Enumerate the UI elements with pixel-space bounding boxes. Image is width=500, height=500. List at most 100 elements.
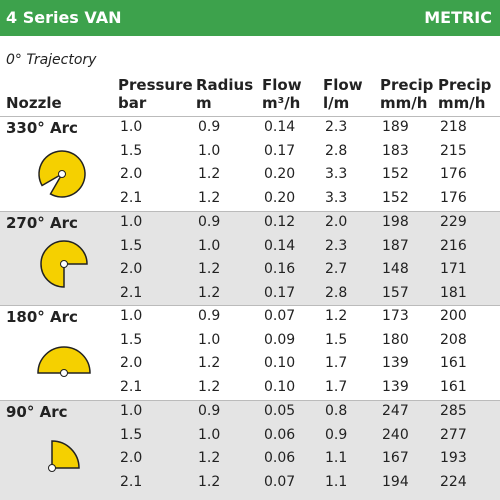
cell: 1.0 bbox=[198, 331, 221, 348]
cell: 1.2 bbox=[198, 189, 221, 206]
column-header: Precip bbox=[380, 76, 434, 94]
arc-icon bbox=[51, 440, 80, 469]
cell: 240 bbox=[382, 426, 409, 443]
cell: 1.0 bbox=[198, 426, 221, 443]
column-header: Pressure bbox=[118, 76, 193, 94]
cell: 1.5 bbox=[120, 237, 143, 254]
cell: 2.0 bbox=[120, 166, 143, 183]
column-unit: bar bbox=[118, 94, 147, 112]
cell: 0.9 bbox=[198, 214, 221, 230]
cell: 176 bbox=[440, 189, 467, 206]
cell: 1.1 bbox=[325, 473, 348, 490]
cell: 198 bbox=[382, 214, 409, 230]
cell: 0.9 bbox=[198, 119, 221, 135]
nozzle-arc: 270° Arc bbox=[6, 214, 78, 232]
cell: 0.20 bbox=[264, 166, 296, 183]
cell: 167 bbox=[382, 450, 409, 467]
cell: 171 bbox=[440, 261, 467, 278]
column-unit: mm/h bbox=[438, 94, 486, 112]
cell: 1.2 bbox=[198, 166, 221, 183]
cell: 200 bbox=[440, 308, 467, 324]
cell: 180 bbox=[382, 331, 409, 348]
column-header: Flow bbox=[323, 76, 363, 94]
cell: 1.2 bbox=[198, 261, 221, 278]
cell: 0.9 bbox=[198, 308, 221, 324]
cell: 0.10 bbox=[264, 355, 296, 372]
cell: 2.0 bbox=[325, 214, 348, 230]
arc-center bbox=[58, 170, 66, 178]
cell: 2.3 bbox=[325, 237, 348, 254]
precip-icon bbox=[440, 56, 452, 67]
cell: 0.07 bbox=[264, 308, 296, 324]
cell: 157 bbox=[382, 284, 409, 301]
header-unit: METRIC bbox=[424, 8, 492, 27]
cell: 0.09 bbox=[264, 331, 296, 348]
cell: 0.16 bbox=[264, 261, 296, 278]
cell: 224 bbox=[440, 473, 467, 490]
precip-icon bbox=[380, 56, 391, 67]
cell: 152 bbox=[382, 189, 409, 206]
cell: 3.3 bbox=[325, 189, 348, 206]
column-unit: m bbox=[196, 94, 212, 112]
cell: 208 bbox=[440, 331, 467, 348]
cell: 1.2 bbox=[198, 284, 221, 301]
group-band bbox=[0, 305, 500, 401]
cell: 0.14 bbox=[264, 237, 296, 254]
arc-center bbox=[48, 464, 56, 472]
cell: 189 bbox=[382, 119, 409, 135]
cell: 183 bbox=[382, 142, 409, 159]
column-unit: l/m bbox=[323, 94, 350, 112]
cell: 173 bbox=[382, 308, 409, 324]
cell: 187 bbox=[382, 237, 409, 254]
cell: 1.5 bbox=[120, 426, 143, 443]
column-unit: mm/h bbox=[380, 94, 428, 112]
cell: 0.17 bbox=[264, 142, 296, 159]
cell: 1.0 bbox=[120, 308, 143, 324]
cell: 139 bbox=[382, 355, 409, 372]
cell: 161 bbox=[440, 355, 467, 372]
cell: 0.07 bbox=[264, 473, 296, 490]
nozzle-arc: 330° Arc bbox=[6, 119, 78, 137]
cell: 0.14 bbox=[264, 119, 296, 135]
cell: 1.0 bbox=[120, 403, 143, 419]
cell: 2.1 bbox=[120, 473, 143, 490]
cell: 1.1 bbox=[325, 450, 348, 467]
cell: 216 bbox=[440, 237, 467, 254]
cell: 1.2 bbox=[198, 473, 221, 490]
cell: 1.2 bbox=[325, 308, 348, 324]
arc-icon bbox=[37, 346, 91, 374]
cell: 181 bbox=[440, 284, 467, 301]
cell: 1.2 bbox=[198, 378, 221, 395]
column-unit: m³/h bbox=[262, 94, 301, 112]
column-header: Radius bbox=[196, 76, 254, 94]
cell: 0.8 bbox=[325, 403, 348, 419]
cell: 0.06 bbox=[264, 426, 296, 443]
cell: 1.0 bbox=[198, 237, 221, 254]
cell: 2.8 bbox=[325, 142, 348, 159]
cell: 3.3 bbox=[325, 166, 348, 183]
arc-center bbox=[60, 369, 68, 377]
arc-center bbox=[60, 260, 68, 268]
cell: 1.2 bbox=[198, 355, 221, 372]
cell: 1.5 bbox=[120, 331, 143, 348]
cell: 285 bbox=[440, 403, 467, 419]
cell: 1.5 bbox=[325, 331, 348, 348]
cell: 2.1 bbox=[120, 378, 143, 395]
nozzle-arc: 90° Arc bbox=[6, 403, 68, 421]
cell: 148 bbox=[382, 261, 409, 278]
cell: 1.2 bbox=[198, 450, 221, 467]
cell: 1.0 bbox=[120, 119, 143, 135]
cell: 215 bbox=[440, 142, 467, 159]
cell: 152 bbox=[382, 166, 409, 183]
nozzle-label: Nozzle bbox=[6, 94, 62, 112]
cell: 1.5 bbox=[120, 142, 143, 159]
cell: 2.1 bbox=[120, 284, 143, 301]
cell: 2.0 bbox=[120, 261, 143, 278]
header-bar bbox=[0, 0, 500, 36]
arc-icon bbox=[40, 240, 88, 288]
cell: 1.0 bbox=[198, 142, 221, 159]
cell: 229 bbox=[440, 214, 467, 230]
column-header: Flow bbox=[262, 76, 302, 94]
cell: 1.0 bbox=[120, 214, 143, 230]
